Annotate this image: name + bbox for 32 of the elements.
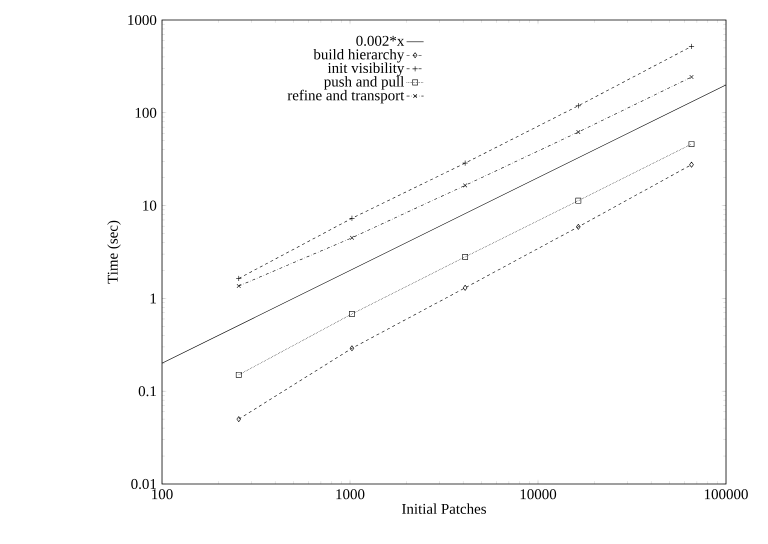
- legend-label: push and pull: [324, 76, 404, 90]
- y-axis-title: Time (sec): [107, 220, 121, 284]
- x-tick-label: 100: [152, 489, 173, 500]
- y-tick-label: 0.1: [138, 386, 156, 396]
- y-tick-label: 100: [136, 108, 156, 118]
- point: [575, 198, 582, 204]
- x-tick-label: 100000: [704, 489, 748, 500]
- legend-label: init visibility: [328, 62, 404, 76]
- point: [236, 372, 242, 378]
- point: [576, 130, 580, 134]
- point: [463, 183, 468, 188]
- y-tick-label: 1000: [128, 14, 156, 26]
- y-tick-label: 10: [143, 200, 156, 211]
- legend-label: 0.002*x: [356, 36, 404, 46]
- point: [689, 162, 694, 168]
- point: [576, 224, 581, 230]
- point: [236, 284, 241, 288]
- x-axis-title: Initial Patches: [402, 503, 486, 514]
- legend-label: build hierarchy: [313, 48, 404, 63]
- point: [688, 141, 694, 147]
- x-tick-label: 10000: [520, 489, 556, 500]
- point: [350, 236, 354, 240]
- point: [462, 284, 468, 291]
- x-tick-label: 1000: [336, 489, 364, 500]
- point: [350, 345, 354, 352]
- y-tick-label: 0.01: [131, 478, 156, 490]
- point: [236, 416, 242, 422]
- point: [349, 311, 355, 317]
- point: [462, 254, 468, 260]
- legend-label: refine and transport: [288, 90, 404, 104]
- y-tick-label: 1: [150, 293, 156, 304]
- point: [689, 74, 694, 80]
